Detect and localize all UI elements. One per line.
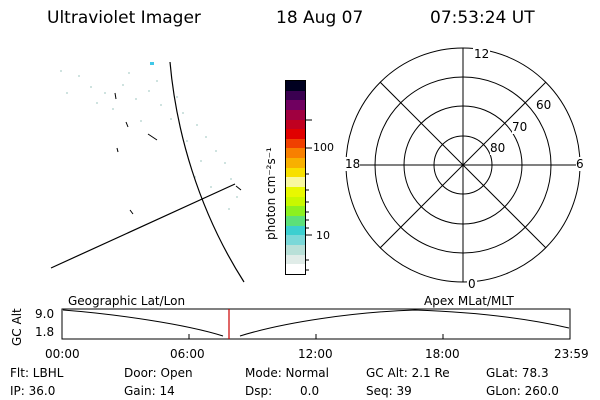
y-tick-top: 9.0: [35, 307, 55, 321]
color-swatch: [286, 177, 305, 188]
color-swatch: [286, 245, 305, 255]
earth-limb-arc: [169, 61, 245, 283]
color-swatch: [286, 235, 305, 246]
color-swatch: [286, 148, 305, 159]
color-swatch: [286, 264, 305, 274]
status-ip: IP: 36.0: [10, 384, 56, 398]
y-tick-bottom: 1.8: [35, 325, 55, 339]
color-swatch: [286, 158, 305, 168]
color-swatch: [286, 119, 305, 130]
mlt-label-0: 0: [467, 277, 477, 291]
mlt-diag-2: [379, 81, 547, 249]
color-swatch: [286, 187, 305, 197]
color-swatch: [286, 138, 305, 149]
color-swatch: [286, 100, 305, 110]
color-swatch: [286, 196, 305, 207]
x-tick-0000: 00:00: [45, 347, 80, 361]
status-glon: GLon: 260.0: [486, 384, 559, 398]
timeline-y-axis-label: GC Alt: [10, 308, 24, 346]
terminator-line: [50, 183, 236, 269]
color-swatch: [286, 90, 305, 101]
status-seq: Seq: 39: [366, 384, 412, 398]
geographic-image-panel: [50, 61, 245, 283]
altitude-curve: [62, 309, 570, 337]
lat-label-60: 60: [536, 98, 552, 112]
color-swatch: [286, 167, 305, 178]
x-tick-1200: 12:00: [298, 347, 333, 361]
colorbar-tick-100: 100: [313, 141, 334, 154]
status-dsp-value: 0.0: [300, 384, 320, 398]
color-swatch: [286, 225, 305, 236]
x-tick-1800: 18:00: [425, 347, 460, 361]
date-label: 18 Aug 07: [276, 8, 364, 28]
status-door: Door: Open: [124, 366, 193, 380]
x-tick-0600: 06:00: [170, 347, 205, 361]
lat-label-80: 80: [490, 141, 506, 155]
status-filter: Flt: LBHL: [10, 366, 64, 380]
colorbar-tick-10: 10: [316, 229, 330, 242]
dark-speckles: [114, 92, 242, 215]
status-mode: Mode: Normal: [245, 366, 329, 380]
status-dsp-label: Dsp:: [245, 384, 273, 398]
color-swatch: [286, 254, 305, 265]
color-swatch: [286, 206, 305, 217]
orbit-altitude-timeline: [61, 308, 571, 340]
colorbar-axis: [305, 119, 312, 271]
color-swatch: [286, 80, 305, 91]
time-label: 07:53:24 UT: [430, 8, 535, 28]
x-tick-2359: 23:59: [554, 347, 589, 361]
status-gain: Gain: 14: [124, 384, 175, 398]
status-gc-alt: GC Alt: 2.1 Re: [366, 366, 450, 380]
polar-plot: [345, 47, 581, 283]
timeline-right-title: Apex MLat/MLT: [424, 294, 514, 308]
mlt-label-12: 12: [473, 47, 491, 61]
colorbar-unit-label: photon cm⁻²s⁻¹: [264, 147, 278, 240]
color-swatch: [286, 129, 305, 139]
lat-label-70: 70: [512, 120, 528, 134]
mlt-label-6: 6: [576, 157, 584, 171]
timeline-left-title: Geographic Lat/Lon: [68, 294, 186, 308]
status-glat: GLat: 78.3: [486, 366, 549, 380]
noise-speckles: [60, 62, 238, 210]
color-swatch: [286, 216, 305, 226]
color-scale-bar: [285, 80, 306, 275]
instrument-title: Ultraviolet Imager: [47, 8, 201, 28]
color-swatch: [286, 109, 305, 120]
mlt-label-18: 18: [345, 157, 361, 171]
